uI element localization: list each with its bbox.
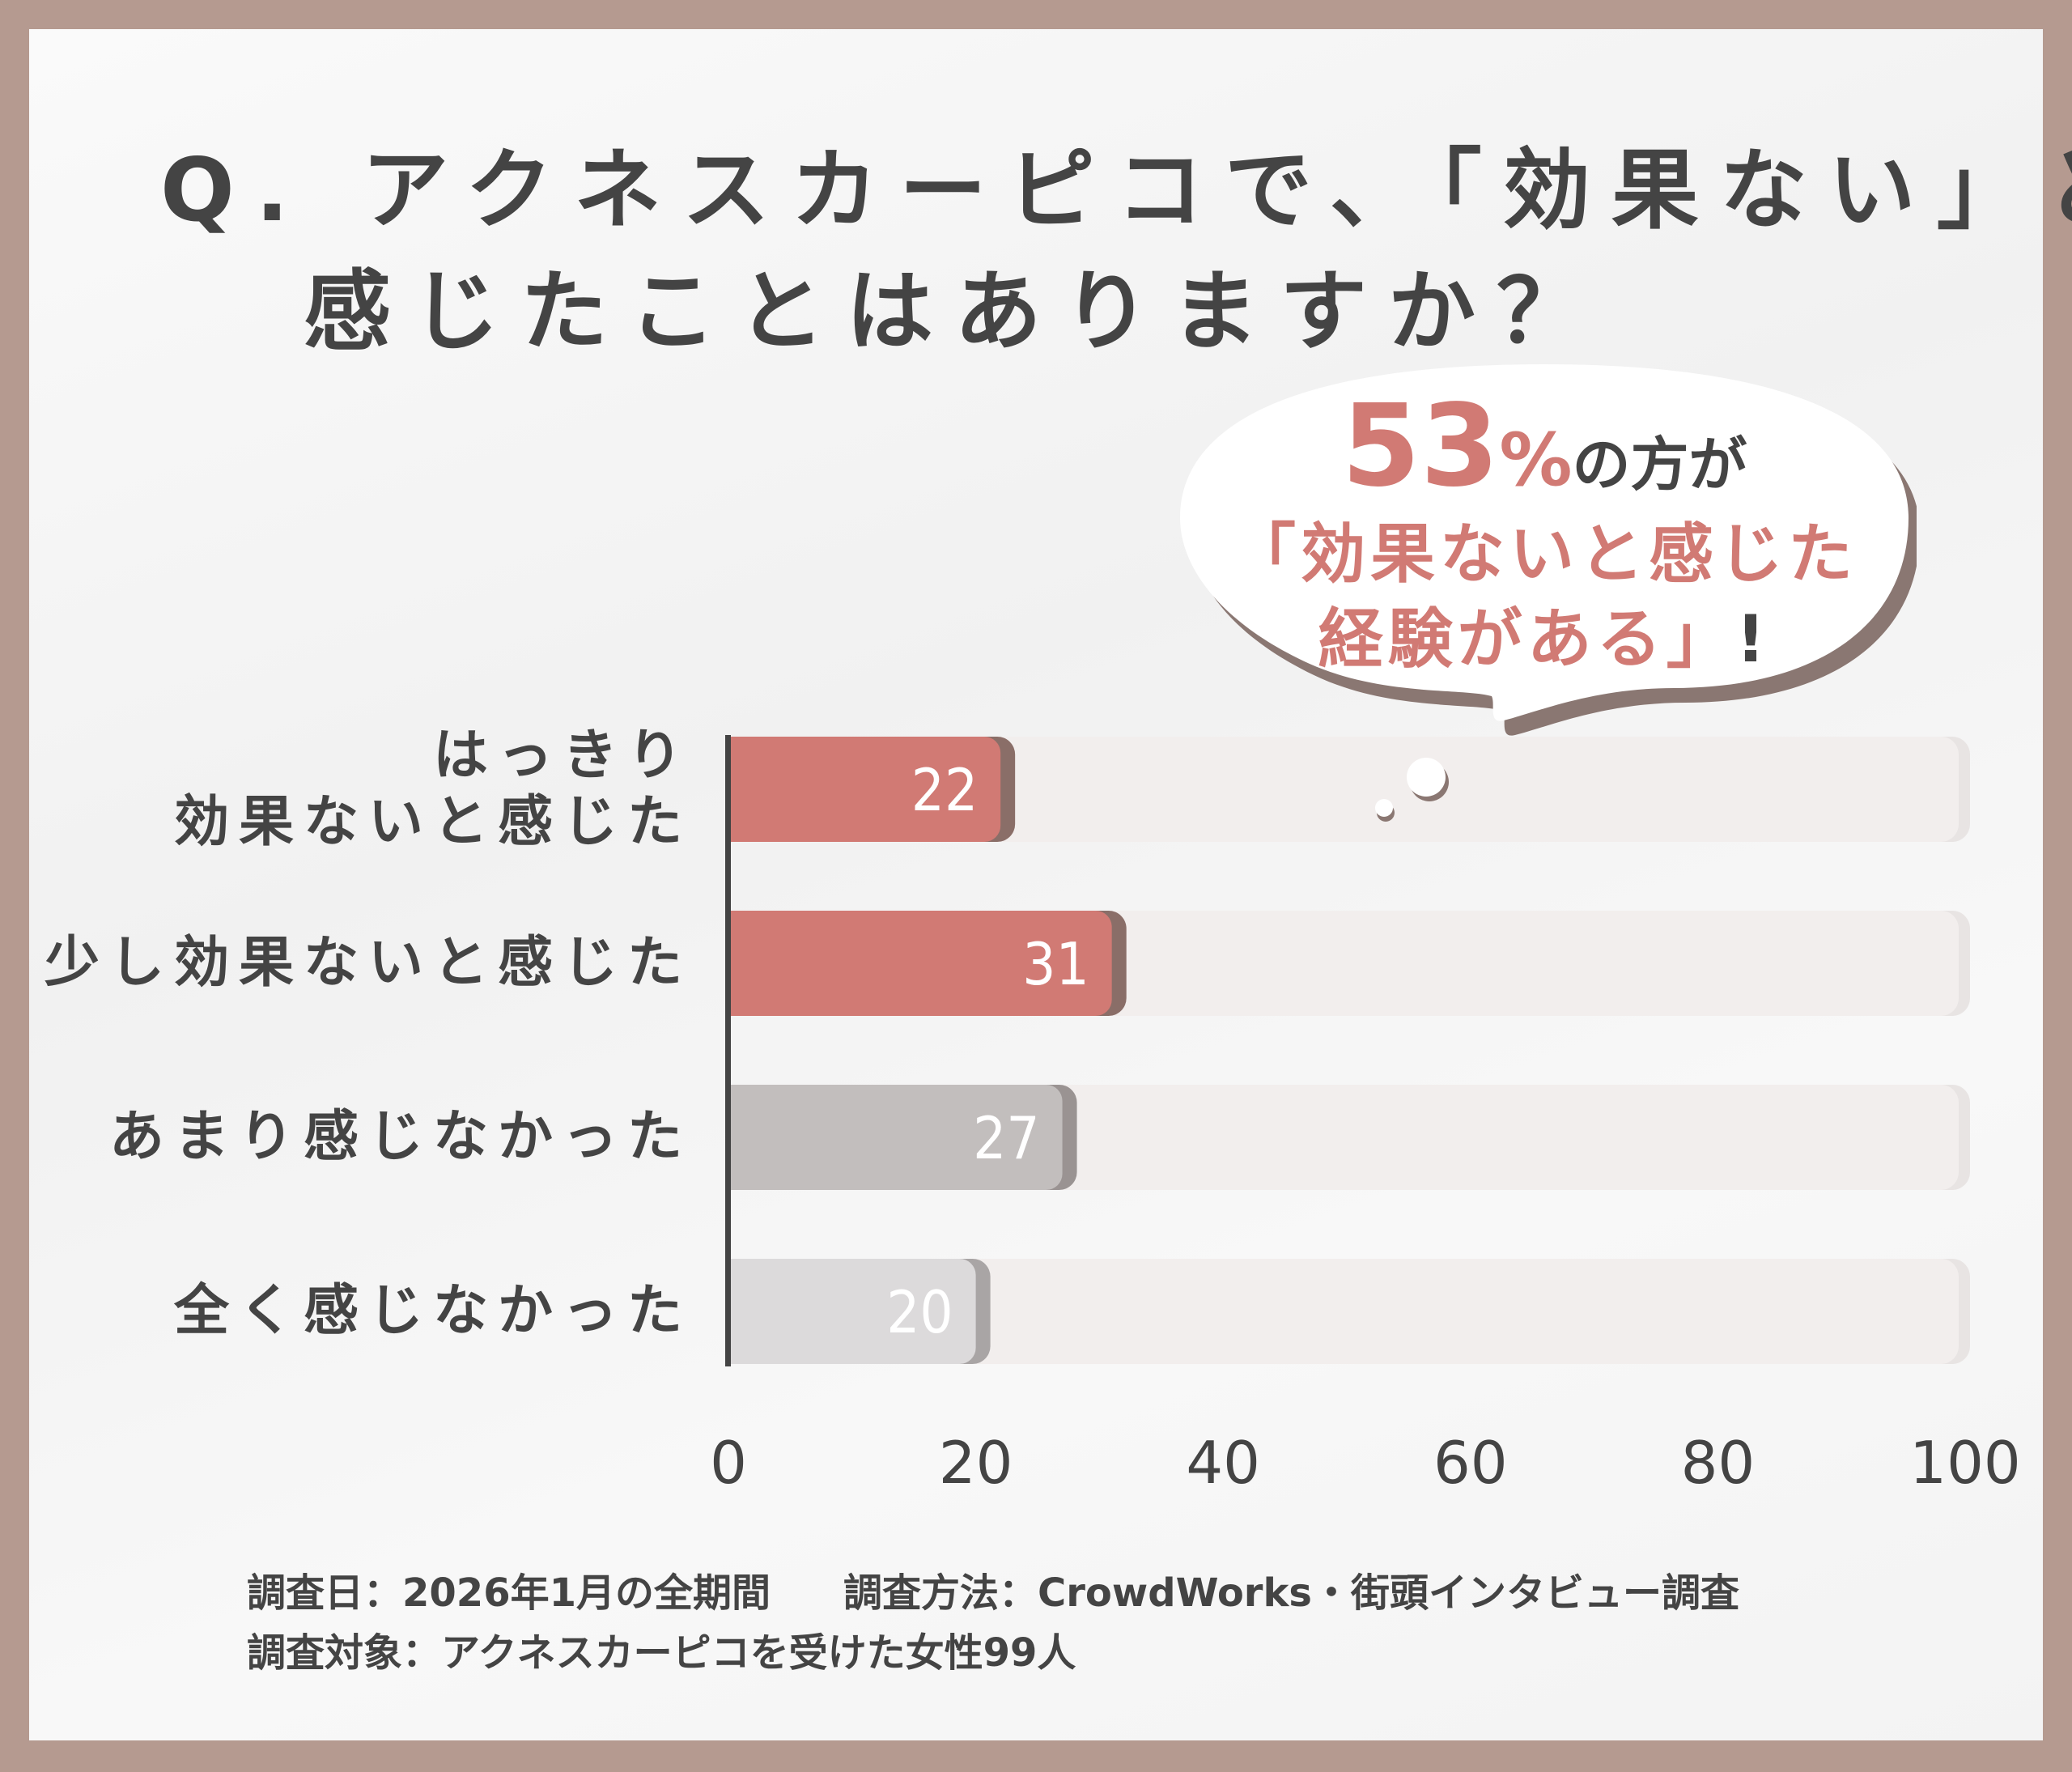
category-label: あまり感じなかった — [108, 1105, 692, 1169]
callout-line1: 53%の方が — [1172, 380, 1917, 512]
y-axis-line — [725, 735, 731, 1366]
callout-suffix: の方が — [1572, 431, 1747, 499]
bubble-dot-large — [1407, 758, 1446, 797]
bar-value-label: 27 — [973, 1104, 1039, 1172]
footer-line2: 調査対象：アクネスカーピコを受けた女性99人 — [247, 1630, 1076, 1676]
x-tick-label: 80 — [1680, 1429, 1756, 1497]
footer-survey-date: 調査日：2026年1月の全期間 — [247, 1570, 771, 1616]
callout-line2: 「効果ないと感じた — [1231, 516, 1858, 592]
bar-track — [728, 1259, 1959, 1364]
bar — [728, 911, 1112, 1016]
callout-percent-sign: % — [1499, 418, 1573, 503]
category-label: はっきり 効果ないと感じた — [173, 724, 692, 854]
bubble-dot-small — [1375, 799, 1393, 817]
callout-line3-text: 経験がある」 — [1318, 601, 1736, 677]
callout-percent: 53 — [1341, 380, 1500, 512]
panel — [29, 29, 2043, 1740]
bar-value-label: 31 — [1022, 930, 1089, 998]
bar-track — [728, 737, 1959, 842]
title-line2: 感じたことはありますか？ — [304, 261, 1606, 363]
bar — [728, 737, 1001, 842]
title-line1: Q. アクネスカーピコで、「効果ない」と — [160, 140, 2072, 241]
bar-value-label: 20 — [886, 1278, 953, 1346]
category-label: 少し効果ないと感じた — [44, 931, 692, 995]
bar — [728, 1085, 1063, 1190]
x-tick-label: 40 — [1186, 1429, 1260, 1497]
x-tick-label: 60 — [1433, 1429, 1508, 1497]
x-tick-label: 20 — [938, 1429, 1013, 1497]
bar-value-label: 22 — [911, 756, 978, 824]
category-label: 全く感じなかった — [173, 1279, 692, 1343]
callout-line3: 経験がある」! — [1172, 587, 1917, 681]
callout-exclaim: ! — [1735, 601, 1771, 677]
footer-line1: 調査日：2026年1月の全期間 調査方法：CrowdWorks・街頭インタビュー調… — [247, 1561, 1739, 1617]
bar — [728, 1259, 976, 1364]
x-tick-label: 0 — [710, 1429, 747, 1497]
footer-survey-method: 調査方法：CrowdWorks・街頭インタビュー調査 — [843, 1570, 1739, 1616]
speech-bubble — [1180, 364, 1917, 736]
x-tick-label: 100 — [1909, 1429, 2021, 1497]
